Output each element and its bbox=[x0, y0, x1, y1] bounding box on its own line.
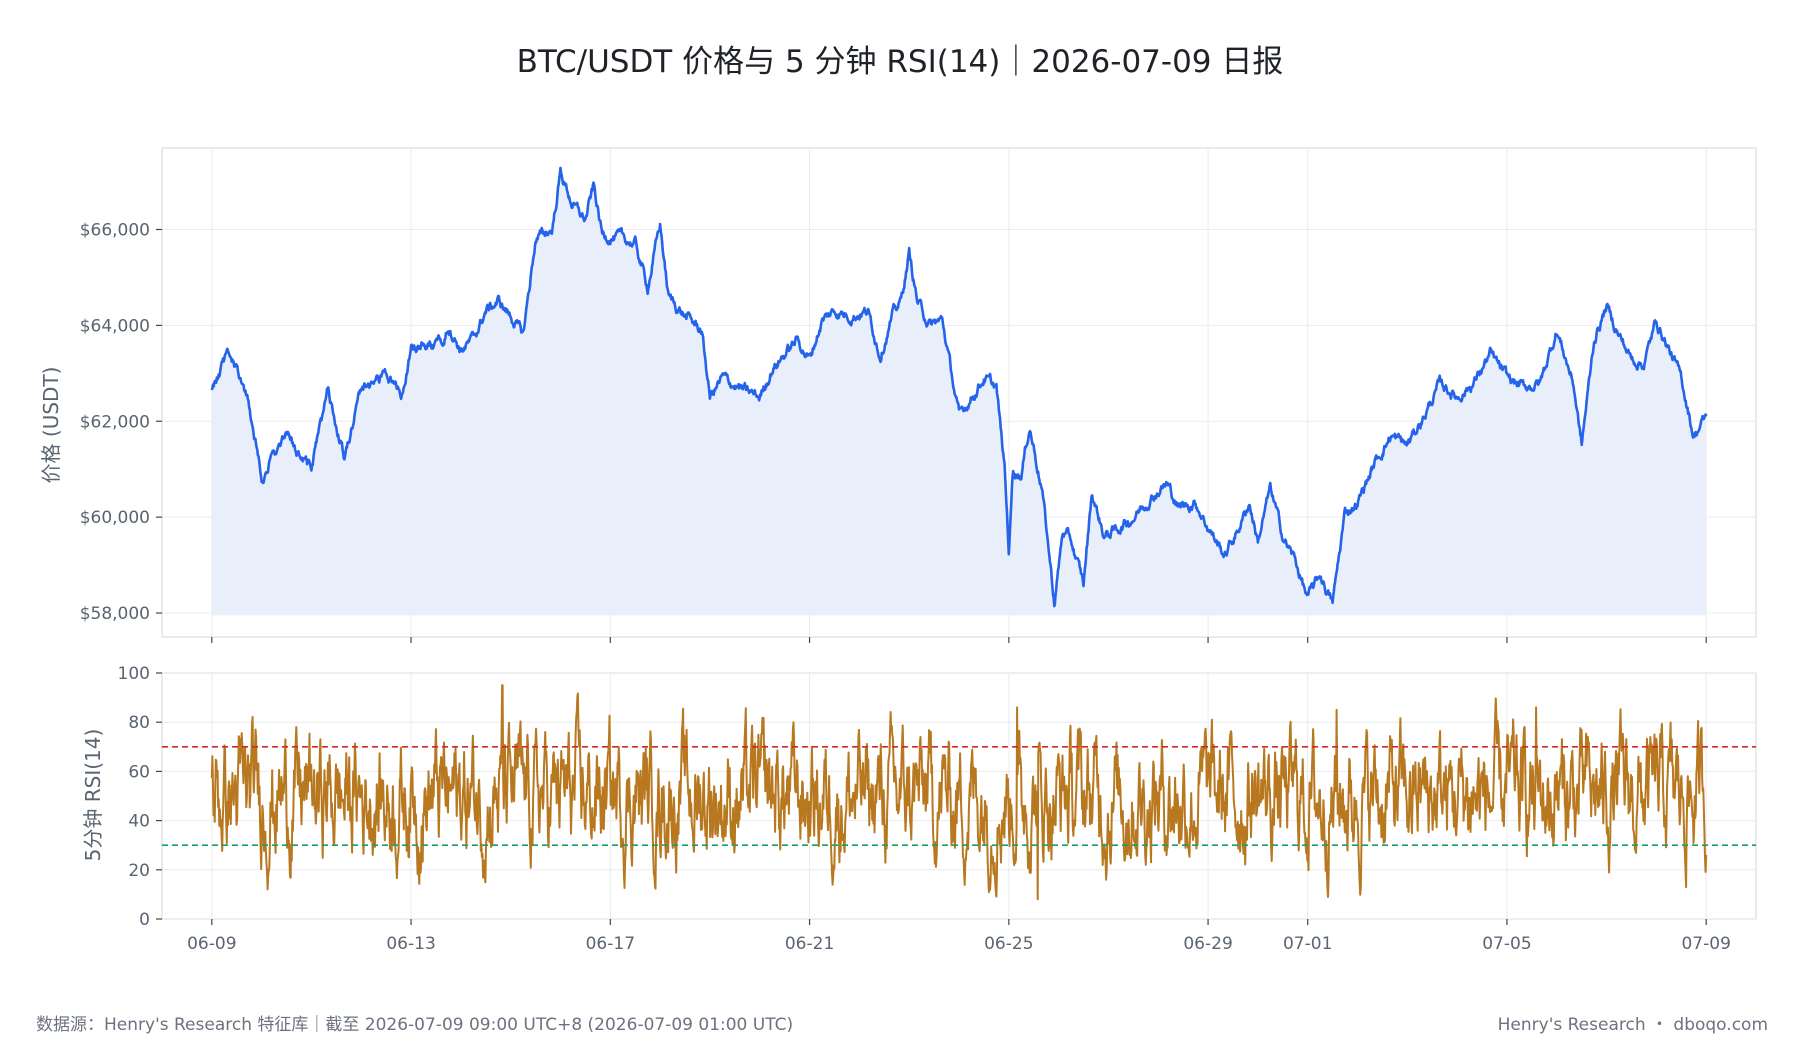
price-axis-title: 价格 (USDT) bbox=[39, 367, 63, 484]
data-source-note: 数据源：Henry's Research 特征库｜截至 2026-07-09 0… bbox=[36, 1015, 794, 1035]
rsi-y-tick-label: 40 bbox=[128, 812, 150, 832]
price-series-line bbox=[210, 166, 1708, 608]
rsi-series-line bbox=[210, 684, 1708, 901]
rsi-y-tick-label: 20 bbox=[128, 861, 150, 881]
rsi-axis-title: 5分钟 RSI(14) bbox=[81, 729, 105, 862]
x-tick-label: 06-29 bbox=[1183, 934, 1232, 954]
x-tick-label: 06-21 bbox=[785, 934, 834, 954]
x-tick-label: 06-25 bbox=[984, 934, 1033, 954]
x-tick-label: 06-09 bbox=[187, 934, 236, 954]
brand-credit: Henry's Research ・ dboqo.com bbox=[1497, 1015, 1768, 1035]
x-axis: 06-09 06-13 06-17 06-21 06-25 06-29 07-01 07-05… bbox=[187, 637, 1731, 954]
x-tick-label: 06-13 bbox=[386, 934, 435, 954]
rsi-panel: 0 20 40 60 80 100 bbox=[118, 664, 1757, 930]
chart-title: BTC/USDT 价格与 5 分钟 RSI(14)｜2026-07-09 日报 bbox=[516, 44, 1284, 80]
x-tick-label: 07-09 bbox=[1681, 934, 1730, 954]
rsi-y-tick-label: 80 bbox=[128, 713, 150, 733]
rsi-y-tick-label: 0 bbox=[139, 910, 150, 930]
price-y-tick-label: $64,000 bbox=[80, 316, 150, 336]
x-tick-label: 07-05 bbox=[1482, 934, 1531, 954]
price-y-tick-label: $60,000 bbox=[80, 508, 150, 528]
x-tick-label: 07-01 bbox=[1283, 934, 1332, 954]
price-panel: $58,000 $60,000 $62,000 $64,000 $66,000 bbox=[80, 147, 1757, 638]
rsi-y-tick-label: 100 bbox=[118, 664, 150, 684]
x-tick-label: 06-17 bbox=[586, 934, 635, 954]
price-y-tick-label: $58,000 bbox=[80, 604, 150, 624]
price-y-tick-label: $62,000 bbox=[80, 412, 150, 432]
price-area-fill bbox=[211, 167, 1707, 616]
price-y-tick-label: $66,000 bbox=[80, 221, 150, 241]
rsi-y-tick-label: 60 bbox=[128, 762, 150, 782]
